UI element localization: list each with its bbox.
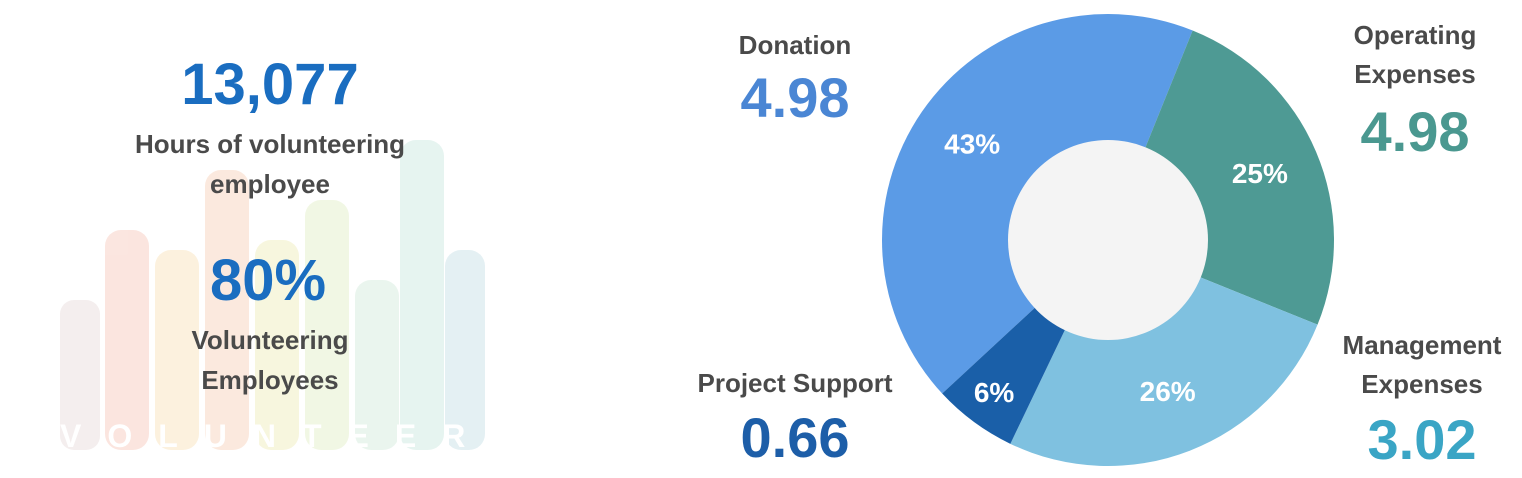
amount: 4.98 [740,66,850,129]
amount: 0.66 [740,406,850,469]
hours-label: Hours of volunteering employee [134,129,406,199]
share-value: 80% [209,248,327,313]
legend-label: Project Support [697,368,893,398]
hands-background [60,140,485,450]
donut-hole [1008,140,1208,340]
legend-label: Donation [738,30,852,60]
slice-label: 6% [974,377,1015,408]
amount: 4.98 [1360,100,1470,163]
slice-label: 43% [944,129,1000,160]
legend-label: Management Expenses [1342,330,1502,399]
hours-value: 13,077 [181,52,359,117]
legend-label: Operating Expenses [1353,20,1477,89]
amount: 3.02 [1367,408,1477,471]
share-label: Volunteering Employees [191,325,349,395]
slice-label: 26% [1140,376,1196,407]
background-text: VOLUNTEER [60,418,492,454]
slice-label: 25% [1232,158,1288,189]
